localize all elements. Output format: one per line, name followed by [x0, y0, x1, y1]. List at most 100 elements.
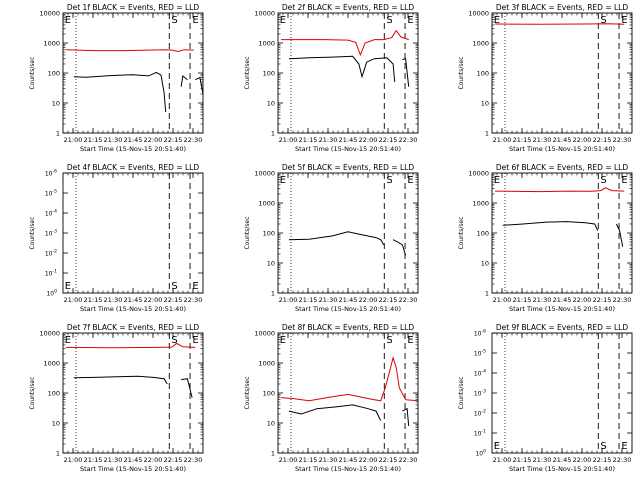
events-line [73, 375, 168, 385]
y-tick-label: 10 [52, 420, 60, 428]
y-tick-label: 100 [475, 449, 486, 458]
y-tick-label: 1 [271, 450, 275, 458]
x-axis-label: Start Time (15-Nov-15 20:51:40) [80, 465, 186, 473]
y-tick-label: 10000 [254, 170, 275, 178]
x-tick-label: 22:15 [379, 296, 398, 304]
panel-det-5: Det 5f BLACK = Events, RED = LLD 1 10 100 10… [244, 163, 419, 313]
lld-line [495, 187, 625, 193]
marker-label: E [65, 335, 71, 346]
x-tick-label: 22:15 [164, 296, 183, 304]
x-tick-label: 21:30 [104, 456, 123, 464]
marker-label: S [600, 15, 606, 26]
events-line [402, 407, 410, 426]
x-tick-label: 21:30 [533, 136, 552, 144]
x-tick-label: 22:15 [593, 456, 612, 464]
y-tick-label: 100 [48, 390, 60, 398]
lld-line [281, 29, 409, 57]
x-tick-label: 21:30 [104, 296, 123, 304]
y-tick-label: 100 [263, 390, 275, 398]
marker-label: E [65, 281, 71, 292]
y-tick-label: 10 [52, 100, 60, 108]
y-axis-label: Counts/sec [244, 376, 251, 409]
marker-label: E [494, 175, 500, 186]
lld-line [495, 23, 625, 25]
x-tick-label: 21:15 [513, 296, 532, 304]
x-tick-label: 21:00 [64, 296, 83, 304]
axes-frame [491, 12, 633, 134]
x-tick-label: 21:00 [64, 136, 83, 144]
y-axis-label: Counts/sec [244, 56, 251, 89]
marker-label: E [280, 175, 286, 186]
x-tick-label: 22:30 [184, 456, 203, 464]
y-axis-label: Counts/sec [29, 376, 36, 409]
panel-title: Det 1f BLACK = Events, RED = LLD [67, 3, 200, 12]
y-tick-label: 10000 [468, 10, 489, 18]
y-tick-label: 10 [481, 260, 489, 268]
axes-frame [62, 12, 204, 134]
x-tick-label: 22:15 [593, 136, 612, 144]
y-tick-label: 100 [477, 230, 489, 238]
y-tick-label: 1 [485, 130, 489, 138]
x-tick-label: 21:30 [533, 296, 552, 304]
x-tick-label: 22:15 [164, 136, 183, 144]
panel-title: Det 9f BLACK = Events, RED = LLD [496, 323, 629, 332]
y-tick-label: 1000 [472, 200, 489, 208]
y-tick-label: 10-5 [45, 189, 57, 198]
y-tick-label: 100 [263, 70, 275, 78]
lld-line [66, 342, 196, 349]
x-tick-label: 21:00 [279, 456, 298, 464]
panel-title: Det 7f BLACK = Events, RED = LLD [67, 323, 200, 332]
y-tick-label: 1000 [472, 40, 489, 48]
marker-label: E [192, 335, 198, 346]
axes-frame [277, 332, 419, 454]
y-tick-label: 10-5 [474, 349, 486, 358]
marker-label: S [386, 175, 392, 186]
panel-title: Det 3f BLACK = Events, RED = LLD [496, 3, 629, 12]
x-tick-label: 22:00 [359, 136, 378, 144]
y-axis-label: Counts/sec [458, 56, 465, 89]
x-axis-label: Start Time (15-Nov-15 20:51:40) [509, 465, 615, 473]
x-axis-label: Start Time (15-Nov-15 20:51:40) [295, 465, 401, 473]
y-tick-label: 10000 [254, 10, 275, 18]
x-tick-label: 22:30 [399, 136, 418, 144]
events-line [392, 239, 407, 256]
events-line [288, 404, 382, 421]
y-tick-label: 10-4 [474, 369, 486, 378]
y-tick-label: 1000 [258, 40, 275, 48]
panel-det-4: Det 4f BLACK = Events, RED = LLD 100 10-1 1… [29, 163, 204, 313]
x-tick-label: 22:30 [399, 456, 418, 464]
x-tick-label: 22:30 [399, 296, 418, 304]
panel-title: Det 2f BLACK = Events, RED = LLD [282, 3, 415, 12]
x-tick-label: 22:30 [184, 136, 203, 144]
x-tick-label: 21:15 [84, 296, 103, 304]
y-axis-label: Counts/sec [244, 216, 251, 249]
marker-label: E [494, 441, 500, 452]
y-tick-label: 1 [56, 450, 60, 458]
marker-label: E [280, 15, 286, 26]
y-tick-label: 1000 [43, 40, 60, 48]
x-tick-label: 22:15 [379, 136, 398, 144]
x-axis-label: Start Time (15-Nov-15 20:51:40) [509, 305, 615, 313]
x-tick-label: 21:30 [319, 136, 338, 144]
x-tick-label: 21:45 [339, 456, 358, 464]
panel-det-3: Det 3f BLACK = Events, RED = LLD 1 10 100 10… [458, 3, 633, 153]
marker-label: S [171, 281, 177, 292]
x-tick-label: 22:00 [359, 456, 378, 464]
x-tick-label: 21:15 [299, 136, 318, 144]
x-tick-label: 21:45 [339, 136, 358, 144]
marker-label: E [407, 15, 413, 26]
x-tick-label: 21:00 [279, 136, 298, 144]
x-tick-label: 21:30 [319, 296, 338, 304]
y-tick-label: 10-3 [45, 229, 57, 238]
y-tick-label: 10000 [254, 330, 275, 338]
lld-line [66, 49, 194, 53]
marker-label: E [407, 175, 413, 186]
y-tick-label: 1 [271, 290, 275, 298]
y-axis-label: Counts/sec [29, 56, 36, 89]
x-tick-label: 22:00 [573, 136, 592, 144]
events-line [288, 55, 396, 83]
events-line [288, 231, 385, 246]
x-tick-label: 21:45 [553, 136, 572, 144]
x-tick-label: 21:45 [124, 296, 143, 304]
events-line [402, 58, 410, 87]
